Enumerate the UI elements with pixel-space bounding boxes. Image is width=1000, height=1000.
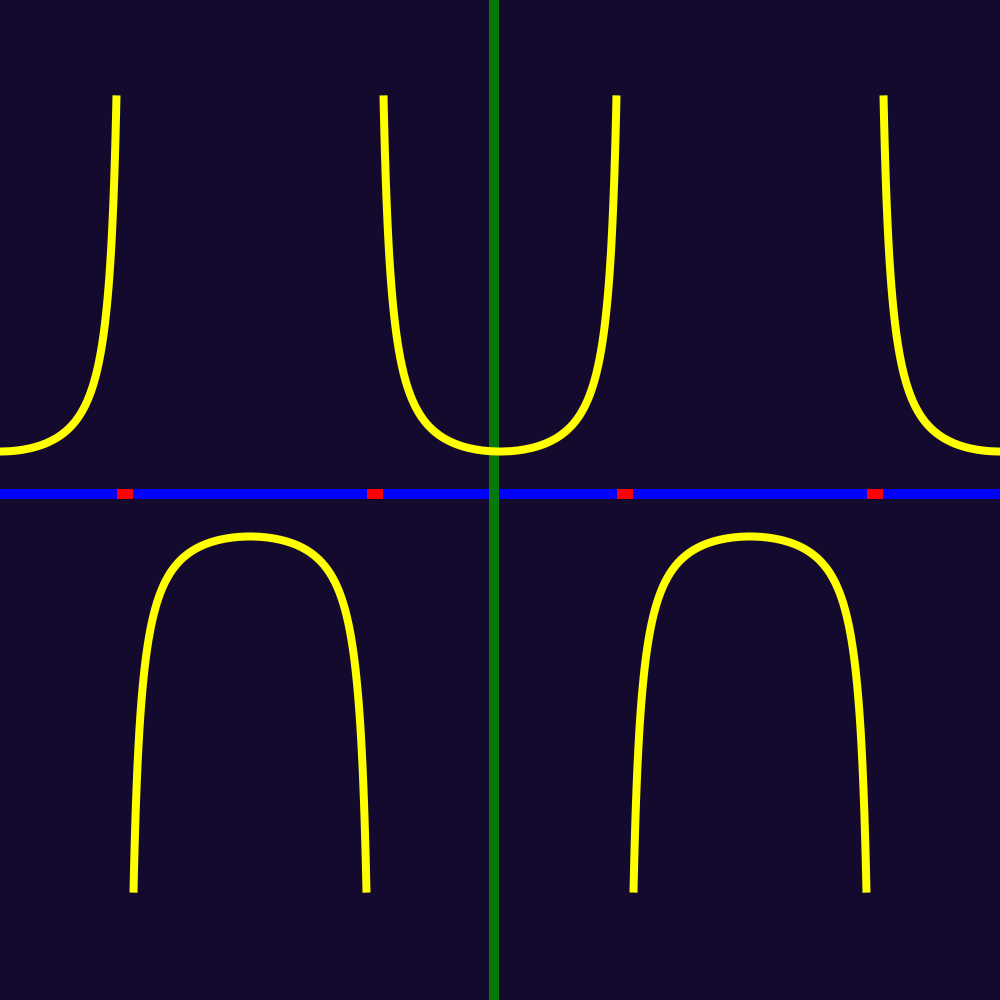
- x-axis: [0, 489, 1000, 499]
- asymptote-markers: [117, 489, 883, 499]
- secant-curve: [0, 95, 1000, 893]
- curves: [0, 95, 1000, 893]
- asymptote-marker: [117, 489, 133, 499]
- asymptote-marker: [867, 489, 883, 499]
- asymptote-marker: [367, 489, 383, 499]
- y-axis: [489, 0, 499, 1000]
- asymptote-marker: [617, 489, 633, 499]
